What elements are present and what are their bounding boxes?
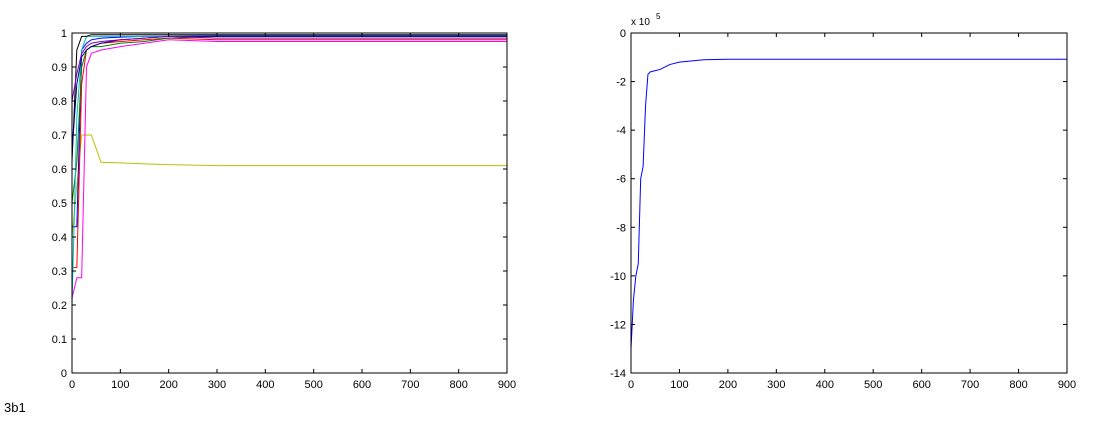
y-tick-label: -6: [616, 174, 626, 186]
x-tick-label: 400: [256, 379, 274, 391]
axes: 0 100 200 300 400 500 600 700 800 900 0 0.1 0.2 0.3 0.…: [52, 28, 516, 391]
x-tick-label: 100: [670, 379, 688, 391]
y-tick-label: -8: [616, 222, 626, 234]
data-line: [71, 134, 507, 238]
y-tick-label: -14: [610, 368, 626, 380]
x-tick-label: 200: [159, 379, 177, 391]
x-tick-label: 700: [401, 379, 419, 391]
x-tick-label: 500: [304, 379, 322, 391]
x-tick-label: 700: [961, 379, 979, 391]
x-tick-label: 800: [1009, 379, 1027, 391]
x-tick-label: 100: [111, 379, 129, 391]
x-tick-label: 300: [767, 379, 785, 391]
x-tick-label: 600: [353, 379, 371, 391]
x-tick-label: 0: [628, 379, 634, 391]
x-tick-label: 900: [1058, 379, 1076, 391]
x-tick-label: 800: [449, 379, 467, 391]
y-tick-label: -12: [610, 319, 626, 331]
y-tick-label: 0: [61, 368, 67, 380]
y-tick-label: 0.3: [52, 266, 67, 278]
y-tick-label: 0.1: [52, 334, 67, 346]
caption: 3b1: [4, 400, 26, 415]
plot-area: [631, 33, 1067, 373]
y-tick-label: 0.5: [52, 198, 67, 210]
axes: 0 100 200 300 400 500 600 700 800 900 -14 -12 -10 -8 -…: [610, 12, 1076, 391]
x-tick-label: 200: [719, 379, 737, 391]
data-line: [630, 58, 1067, 349]
y-multiplier-exponent: 5: [656, 12, 661, 21]
x-tick-label: 900: [498, 379, 516, 391]
y-tick-label: -4: [616, 125, 626, 137]
x-tick-label: 400: [816, 379, 834, 391]
data-line: [71, 39, 507, 299]
y-tick-label: 0.2: [52, 300, 67, 312]
x-tick-label: 500: [864, 379, 882, 391]
y-tick-label: 0.6: [52, 164, 67, 176]
y-tick-label: 0.4: [52, 232, 67, 244]
y-tick-label: 0.7: [52, 130, 67, 142]
y-multiplier: x 10: [631, 17, 650, 28]
data-line: [71, 35, 507, 102]
x-tick-label: 600: [912, 379, 930, 391]
y-tick-label: -10: [610, 271, 626, 283]
axes-frame: [630, 32, 1068, 374]
y-tick-label: 0.9: [52, 62, 67, 74]
y-tick-label: 0.8: [52, 96, 67, 108]
plot-area: [72, 33, 507, 373]
y-tick-label: -2: [616, 77, 626, 89]
data-line: [72, 37, 507, 269]
x-tick-label: 0: [69, 379, 75, 391]
data-line: [71, 34, 507, 163]
data-line: [71, 35, 507, 153]
y-tick-label: 1: [61, 28, 67, 40]
y-tick-label: 0: [620, 28, 626, 40]
x-tick-label: 300: [208, 379, 226, 391]
